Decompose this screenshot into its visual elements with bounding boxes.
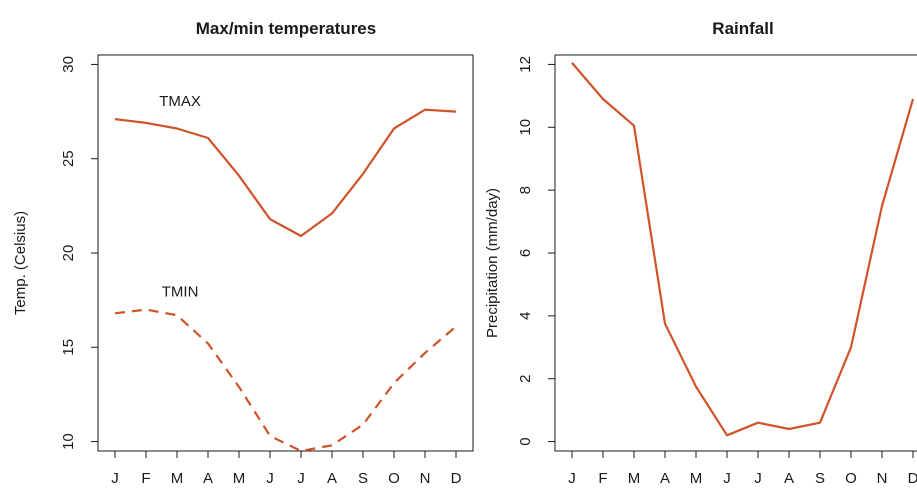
rainfall-chart-title: Rainfall [712, 19, 773, 38]
rain-y-tick-label: 8 [517, 186, 534, 194]
temp-x-tick-label: O [388, 470, 400, 487]
temperature-panel: Max/min temperatures Temp. (Celsius) J F M… [12, 19, 474, 487]
temp-x-tick-label: J [111, 470, 119, 487]
rain-y-tick-label: 10 [517, 119, 534, 136]
rain-x-tick-label: J [723, 470, 731, 487]
temp-y-tick-label: 20 [60, 245, 77, 262]
rain-x-tick-label: S [815, 470, 825, 487]
temp-x-tick-label: M [233, 470, 246, 487]
temp-x-tick-label: S [358, 470, 368, 487]
temp-y-tick-label: 25 [60, 150, 77, 167]
temp-x-tick-label: F [141, 470, 150, 487]
rainfall-panel: Rainfall Precipitation (mm/day) J F M A M J J A… [484, 19, 917, 487]
rain-x-tick-label: J [568, 470, 576, 487]
temperature-y-axis-label: Temp. (Celsius) [12, 211, 29, 315]
rain-y-tick-label: 0 [517, 437, 534, 445]
temp-x-tick-label: N [420, 470, 431, 487]
temp-x-tick-label: A [327, 470, 337, 487]
rainfall-marks: J F M A M J J A S O N D 0 2 4 6 8 10 12 [517, 54, 917, 487]
temp-x-tick-label: J [266, 470, 274, 487]
temp-x-tick-label: A [203, 470, 213, 487]
rain-plot-frame [554, 54, 917, 452]
rain-y-tick-label: 4 [517, 312, 534, 320]
rain-x-tick-label: A [784, 470, 794, 487]
temp-y-tick-label: 15 [60, 339, 77, 356]
rain-y-tick-label: 6 [517, 249, 534, 257]
temp-x-tick-label: M [171, 470, 184, 487]
temp-annotation-tmax: TMAX [159, 93, 201, 110]
temperature-marks: J F M A M J J A S O N D 10 15 20 25 30 TMAX TMIN [60, 54, 474, 487]
rain-x-tick-label: A [660, 470, 670, 487]
rain-x-tick-label: F [598, 470, 607, 487]
rainfall-y-axis-label: Precipitation (mm/day) [484, 188, 501, 338]
rain-x-tick-label: O [845, 470, 857, 487]
temp-y-tick-label: 10 [60, 433, 77, 450]
rain-x-tick-label: M [628, 470, 641, 487]
rain-x-tick-label: M [690, 470, 703, 487]
rain-x-tick-label: N [877, 470, 888, 487]
temp-x-tick-label: D [451, 470, 462, 487]
rain-x-tick-label: J [754, 470, 762, 487]
temperature-chart-title: Max/min temperatures [196, 19, 376, 38]
temp-x-tick-label: J [297, 470, 305, 487]
rain-y-tick-label: 2 [517, 375, 534, 383]
temp-series-line-tmax [114, 108, 457, 238]
rain-series-line-rainfall [571, 62, 915, 437]
rain-x-tick-label: D [908, 470, 917, 487]
temp-y-tick-label: 30 [60, 56, 77, 73]
temp-series-line-tmin [114, 308, 457, 453]
rain-y-tick-label: 12 [517, 56, 534, 73]
temp-annotation-tmin: TMIN [162, 283, 199, 300]
